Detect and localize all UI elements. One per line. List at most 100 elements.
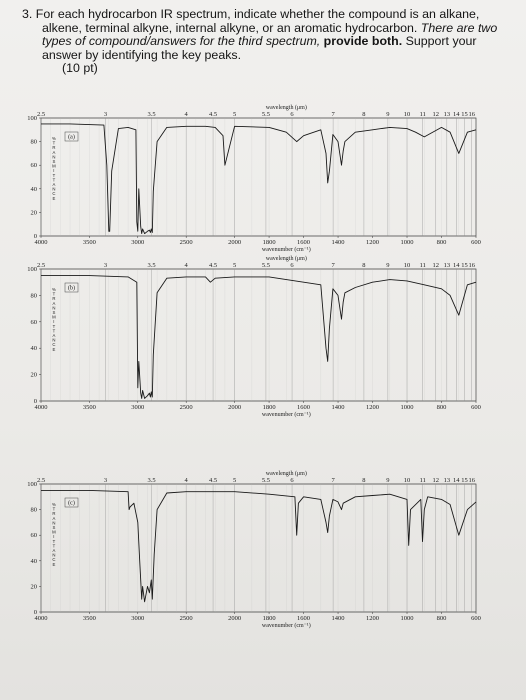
y-tick-label: 40 — [31, 558, 38, 565]
transmittance-letter: I — [53, 168, 54, 173]
y-tick-label: 60 — [31, 532, 38, 539]
wavelength-tick-label: 2.5 — [37, 111, 45, 118]
transmittance-letter: A — [52, 516, 55, 521]
plot-frame — [40, 117, 477, 237]
wavenumber-tick-label: 1800 — [263, 404, 276, 411]
question-points: (10 pt) — [62, 61, 98, 76]
transmittance-letter: % — [52, 287, 56, 292]
wavelength-tick-label: 4 — [185, 477, 189, 484]
wavelength-tick-label: 8 — [362, 111, 365, 118]
wavenumber-tick-label: 4000 — [35, 239, 48, 246]
spectrum-b-svg: 2.5 3 3.5 4 4.5 5 5.5 6 7 8 9 10 11 12 13 14 15 16 100 80 60… — [27, 255, 481, 418]
transmittance-letter: N — [52, 187, 55, 192]
wavenumber-tick-label: 2000 — [228, 404, 241, 411]
ir-spectrum-c: 2.5 3 3.5 4 4.5 5 5.5 6 7 8 9 10 11 12 13 14 15 16 100 80 60… — [0, 458, 526, 658]
wavenumber-tick-label: 1000 — [401, 404, 414, 411]
wavenumber-tick-label: 1000 — [401, 615, 414, 622]
transmittance-letter: S — [52, 159, 55, 164]
transmittance-letter: T — [53, 141, 56, 146]
transmittance-letter: E — [52, 347, 55, 352]
wavelength-axis-title: wavelength (μm) — [266, 255, 307, 262]
wavenumber-tick-label: 3000 — [131, 404, 144, 411]
wavelength-tick-label: 6 — [290, 477, 294, 484]
wavelength-tick-label: 4.5 — [209, 111, 217, 118]
wavenumber-tick-label: 600 — [471, 615, 481, 622]
transmittance-letter: N — [52, 305, 55, 310]
wavenumber-tick-label: 600 — [471, 239, 481, 246]
question-line-2-text: alkene, terminal alkyne, internal alkyne… — [42, 20, 418, 35]
ir-spectrum-b: 2.5 3 3.5 4 4.5 5 5.5 6 7 8 9 10 11 12 13 14 15 16 100 80 60… — [0, 253, 526, 453]
y-tick-label: 100 — [27, 481, 37, 488]
question-line-3-italic: types of compound/answers for the third … — [42, 34, 321, 49]
question-line-1: 3. For each hydrocarbon IR spectrum, ind… — [22, 7, 517, 22]
wavelength-tick-label: 7 — [331, 262, 335, 269]
wavenumber-tick-label: 1400 — [332, 404, 345, 411]
wavenumber-tick-label: 1000 — [401, 239, 414, 246]
wavelength-tick-label: 12 — [433, 262, 440, 269]
wavenumber-tick-label: 1800 — [263, 615, 276, 622]
wavelength-tick-label: 10 — [404, 477, 411, 484]
transmittance-letter: T — [53, 173, 56, 178]
question-line-3: types of compound/answers for the third … — [22, 34, 517, 49]
wavenumber-tick-label: 1600 — [297, 239, 310, 246]
question-number: 3. — [22, 7, 33, 21]
y-tick-label: 40 — [31, 345, 38, 352]
y-tick-label: 0 — [34, 233, 37, 240]
wavelength-tick-label: 3 — [104, 477, 107, 484]
wavenumber-tick-label: 1600 — [297, 404, 310, 411]
wavenumber-tick-label: 2000 — [228, 239, 241, 246]
wavenumber-tick-label: 3000 — [131, 239, 144, 246]
plot-frame — [40, 268, 477, 402]
wavenumber-axis-title: wavenumber (cm⁻¹) — [262, 246, 311, 253]
transmittance-letter: % — [52, 502, 56, 507]
wavenumber-tick-label: 800 — [437, 615, 447, 622]
wavelength-tick-label: 12 — [433, 477, 440, 484]
wavenumber-tick-label: 3500 — [83, 615, 96, 622]
transmittance-letter: A — [52, 150, 55, 155]
wavelength-tick-label: 15 — [461, 477, 468, 484]
wavenumber-tick-label: 1600 — [297, 615, 310, 622]
question-line-3-rest: Support your — [402, 34, 477, 49]
wavelength-tick-label: 4.5 — [209, 262, 217, 269]
wavelength-tick-label: 5.5 — [262, 111, 270, 118]
transmittance-letter: S — [52, 525, 55, 530]
y-tick-label: 0 — [34, 398, 37, 405]
transmittance-letter: C — [52, 191, 55, 196]
wavenumber-tick-label: 1400 — [332, 239, 345, 246]
wavelength-tick-label: 4 — [185, 262, 189, 269]
wavelength-tick-label: 9 — [386, 477, 389, 484]
wavelength-tick-label: 14 — [453, 477, 460, 484]
spectrum-a-svg: 2.5 3 3.5 4 4.5 5 5.5 6 7 8 9 10 11 12 13 14 15 16 100 80 60… — [27, 104, 481, 253]
wavelength-tick-label: 2.5 — [37, 477, 45, 484]
wavelength-tick-label: 5.5 — [262, 477, 270, 484]
wavelength-tick-label: 10 — [404, 262, 411, 269]
transmittance-letter: T — [53, 543, 56, 548]
wavelength-tick-label: 14 — [453, 111, 460, 118]
y-tick-label: 20 — [31, 209, 38, 216]
wavelength-tick-label: 10 — [404, 111, 411, 118]
transmittance-letter: T — [53, 292, 56, 297]
wavelength-tick-label: 13 — [444, 477, 451, 484]
transmittance-letter: T — [53, 177, 56, 182]
transmittance-letter: N — [52, 553, 55, 558]
wavelength-tick-label: 16 — [468, 262, 475, 269]
wavelength-tick-label: 9 — [386, 262, 389, 269]
wavelength-tick-label: 4 — [185, 111, 189, 118]
transmittance-letter: A — [52, 333, 55, 338]
panel-label: (a) — [68, 134, 75, 141]
y-tick-label: 20 — [31, 372, 38, 379]
y-tick-label: 80 — [31, 292, 38, 299]
wavenumber-tick-label: 3500 — [83, 239, 96, 246]
wavenumber-tick-label: 4000 — [35, 615, 48, 622]
wavelength-tick-label: 6 — [290, 262, 294, 269]
wavenumber-tick-label: 1200 — [366, 239, 379, 246]
spectrum-trace — [41, 275, 477, 399]
transmittance-letter: S — [52, 310, 55, 315]
wavelength-tick-label: 15 — [461, 111, 468, 118]
wavelength-tick-label: 11 — [420, 111, 426, 118]
question-line-2: alkene, terminal alkyne, internal alkyne… — [22, 20, 517, 36]
panel-label-box — [64, 497, 79, 508]
wavelength-tick-label: 4.5 — [209, 477, 217, 484]
spectrum-c-svg: 2.5 3 3.5 4 4.5 5 5.5 6 7 8 9 10 11 12 13 14 15 16 100 80 60… — [27, 470, 481, 629]
